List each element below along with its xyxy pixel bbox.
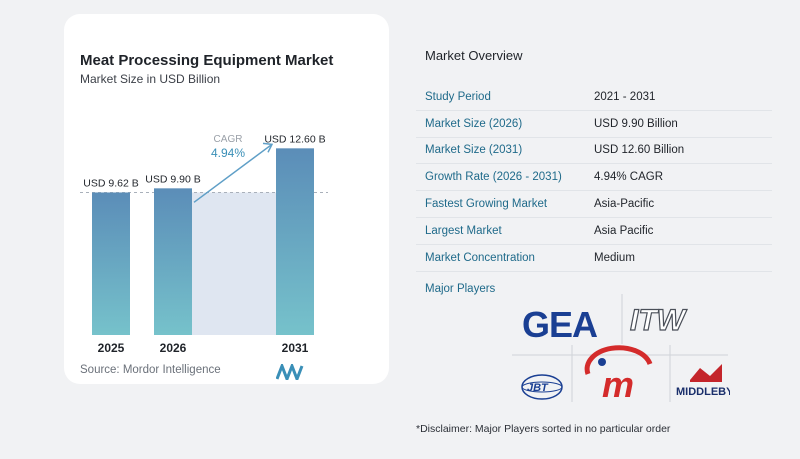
bar-2026 [154, 188, 192, 335]
cagr-value: 4.94% [211, 146, 245, 160]
itw-logo-icon: ITW [629, 303, 688, 337]
growth-band [192, 192, 276, 335]
overview-value: Medium [594, 251, 635, 264]
overview-key: Study Period [425, 90, 491, 103]
major-players-label: Major Players [425, 283, 496, 295]
overview-value: USD 9.90 Billion [594, 117, 678, 130]
overview-value: 2021 - 2031 [594, 90, 656, 103]
overview-title: Market Overview [425, 48, 523, 63]
marel-logo-text: m [602, 364, 634, 404]
player-logos: GEA ITW JBT m MIDDLEBY [512, 294, 730, 404]
x-tick-label: 2025 [98, 341, 125, 355]
disclaimer: *Disclaimer: Major Players sorted in no … [416, 423, 671, 435]
bar-value-label: USD 12.60 B [264, 133, 325, 145]
jbt-logo-icon: JBT [521, 374, 563, 400]
overview-key: Growth Rate (2026 - 2031) [425, 171, 562, 184]
source-text: Source: Mordor Intelligence [80, 364, 221, 376]
marel-logo-icon: m [584, 345, 653, 404]
itw-logo-text: ITW [630, 304, 688, 337]
overview-table: Study Period 2021 - 2031 Market Size (2026… [416, 84, 772, 272]
overview-value: Asia Pacific [594, 224, 654, 237]
overview-row: Largest Market Asia Pacific [416, 218, 772, 245]
overview-value: Asia-Pacific [594, 198, 655, 211]
overview-key: Market Concentration [425, 251, 535, 264]
jbt-logo-text: JBT [527, 382, 549, 394]
overview-row: Fastest Growing Market Asia-Pacific [416, 191, 772, 218]
gea-logo-text: GEA [522, 304, 598, 345]
cagr-arrow [193, 143, 273, 203]
overview-key: Largest Market [425, 224, 502, 237]
overview-row: Market Concentration Medium [416, 245, 772, 272]
overview-row: Study Period 2021 - 2031 [416, 84, 772, 111]
x-tick-label: 2026 [160, 341, 187, 355]
middleby-logo-text: MIDDLEBY [676, 386, 730, 398]
chart-title: Meat Processing Equipment Market [80, 52, 334, 69]
bar-chart: USD 9.62 B 2025 USD 9.90 B 2026 USD 12.60 B 2… [80, 133, 328, 355]
overview-row: Growth Rate (2026 - 2031) 4.94% CAGR [416, 164, 772, 192]
bar-value-label: USD 9.62 B [83, 177, 138, 189]
gea-logo-icon: GEA [522, 304, 599, 345]
overview-key: Fastest Growing Market [425, 198, 548, 211]
bar-value-label: USD 9.90 B [145, 173, 200, 185]
chart-subtitle: Market Size in USD Billion [80, 72, 221, 86]
overview-value: 4.94% CAGR [594, 171, 664, 184]
overview-value: USD 12.60 Billion [594, 144, 685, 157]
mordor-logo-icon [276, 364, 304, 380]
cagr-arrowhead [262, 142, 274, 153]
x-tick-label: 2031 [282, 341, 309, 355]
overview-row: Market Size (2031) USD 12.60 Billion [416, 138, 772, 165]
overview-row: Market Size (2026) USD 9.90 Billion [416, 111, 772, 138]
overview-key: Market Size (2031) [425, 144, 523, 157]
cagr-label: CAGR [214, 134, 243, 145]
middleby-logo-icon: MIDDLEBY [676, 364, 730, 398]
overview-key: Market Size (2026) [425, 117, 523, 130]
bar-2031 [276, 148, 314, 335]
bar-2025 [92, 192, 130, 335]
